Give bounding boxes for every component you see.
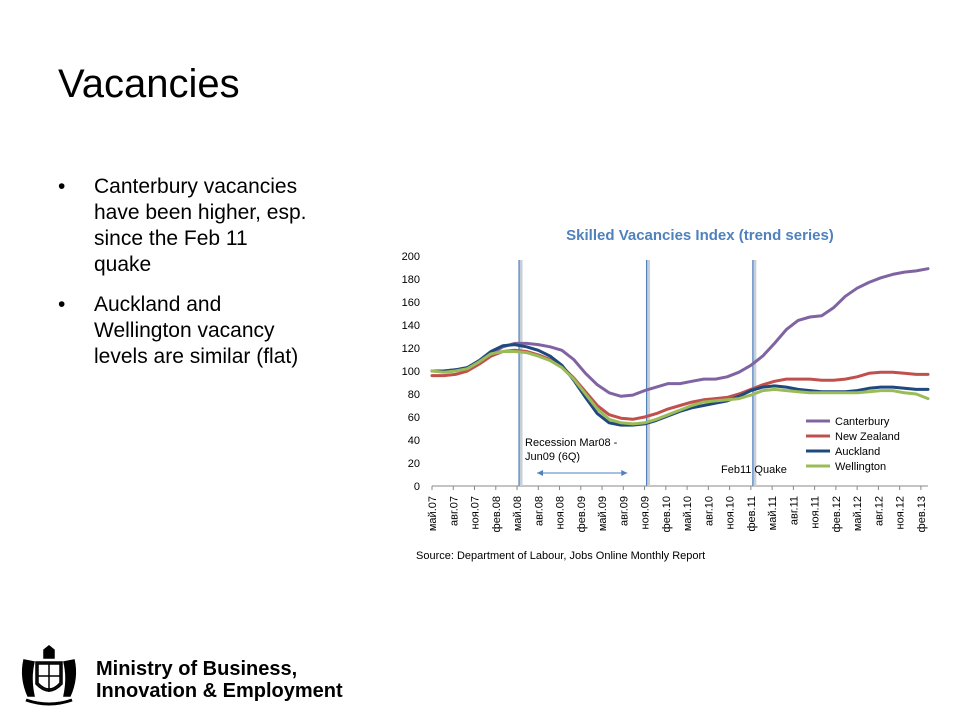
bullet-item: • Canterbury vacancies have been higher,… [58, 174, 308, 278]
x-tick-label: фев.11 [746, 496, 758, 532]
y-tick-label: 40 [408, 435, 420, 447]
x-tick-label: фев.09 [576, 496, 588, 532]
logo-line2: Innovation & Employment [96, 680, 343, 702]
x-tick-label: авг.12 [873, 496, 885, 526]
bullet-text: Canterbury vacancies have been higher, e… [94, 175, 307, 276]
recession-annotation: Recession Mar08 - [525, 437, 618, 449]
y-tick-label: 140 [402, 320, 420, 332]
series-line-wellington [430, 350, 930, 426]
arrow-right-icon [621, 470, 628, 476]
vacancies-chart: Skilled Vacancies Index (trend series) 0 2… [402, 227, 930, 562]
y-tick-label: 120 [402, 343, 420, 355]
bullet-dot-icon: • [58, 175, 66, 198]
x-tick-label: ноя.11 [810, 496, 822, 529]
x-tick-label: ноя.10 [725, 496, 737, 529]
y-tick-label: 60 [408, 412, 420, 424]
x-tick-label: май.09 [597, 496, 609, 531]
y-tick-label: 100 [402, 366, 420, 378]
quake-annotation: Feb11 Quake [721, 464, 787, 476]
x-tick-label: май.12 [852, 496, 864, 531]
y-tick-label: 20 [408, 458, 420, 470]
x-tick-label: ноя.09 [640, 496, 652, 529]
x-tick-label: ноя.08 [555, 496, 567, 529]
x-tick-label: май.10 [682, 496, 694, 531]
arrow-left-icon [537, 470, 544, 476]
y-tick-label: 180 [402, 274, 420, 286]
logo-line1: Ministry of Business, [96, 658, 298, 680]
x-tick-label: авг.08 [533, 496, 545, 526]
chart-source: Source: Department of Labour, Jobs Onlin… [416, 550, 705, 562]
x-tick-label: май.07 [427, 496, 439, 531]
x-tick-label: авг.09 [618, 496, 630, 526]
ministry-logo: Ministry of Business, Innovation & Emplo… [14, 644, 344, 710]
y-tick-label: 80 [408, 389, 420, 401]
x-tick-label: фев.13 [916, 496, 928, 532]
y-tick-label: 0 [414, 481, 420, 493]
x-tick-label: фев.08 [491, 496, 503, 532]
x-tick-label: май.08 [512, 496, 524, 531]
legend-label: New Zealand [835, 431, 900, 443]
bullet-text: Auckland and Wellington vacancy levels a… [94, 293, 299, 368]
slide-title: Vacancies [58, 62, 240, 106]
legend-label: Wellington [835, 461, 886, 473]
legend-label: Auckland [835, 446, 880, 458]
x-tick-label: авг.10 [703, 496, 715, 526]
y-tick-label: 200 [402, 251, 420, 263]
x-tick-label: авг.11 [788, 496, 800, 525]
bullet-item: • Auckland and Wellington vacancy levels… [58, 292, 308, 370]
x-tick-label: фев.12 [831, 496, 843, 532]
coat-of-arms-icon [21, 645, 77, 706]
chart-title: Skilled Vacancies Index (trend series) [566, 227, 834, 244]
y-tick-label: 160 [402, 297, 420, 309]
x-tick-label: май.11 [767, 496, 779, 530]
recession-annotation-line2: Jun09 (6Q) [525, 451, 580, 463]
bullet-list: • Canterbury vacancies have been higher,… [58, 174, 308, 384]
x-tick-label: ноя.12 [895, 496, 907, 529]
x-tick-label: фев.10 [661, 496, 673, 532]
x-tick-label: авг.07 [448, 496, 460, 526]
x-tick-label: ноя.07 [470, 496, 482, 529]
legend-label: Canterbury [835, 416, 890, 428]
bullet-dot-icon: • [58, 293, 66, 316]
